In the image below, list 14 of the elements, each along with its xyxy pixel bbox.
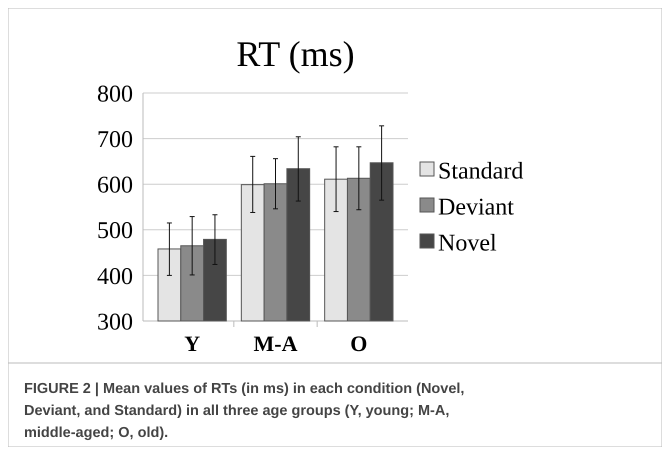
x-tick-label: M-A — [254, 331, 298, 356]
y-tick-label: 700 — [97, 127, 133, 153]
x-tick-label: Y — [184, 331, 200, 356]
chart-title: RT (ms) — [236, 34, 355, 74]
caption: FIGURE 2 | Mean values of RTs (in ms) in each condition (Novel, Deviant, and Standard) in all three age groups (Y, young; M-A, middle-aged; O, old). — [24, 381, 464, 441]
y-tick-label: 800 — [97, 81, 133, 108]
y-tick-label: 500 — [97, 218, 133, 244]
y-tick-label: 600 — [97, 172, 133, 199]
y-tick-label: 400 — [97, 264, 133, 290]
legend-label: Standard — [438, 158, 524, 184]
x-tick-label: O — [350, 331, 368, 356]
y-tick-label: 300 — [97, 309, 133, 336]
legend-label: Deviant — [438, 194, 514, 220]
legend-label: Novel — [438, 230, 497, 256]
